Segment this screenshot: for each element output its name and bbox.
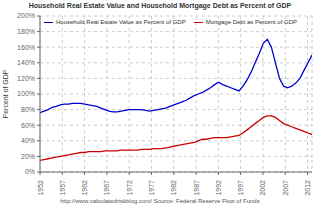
svg-text:180%: 180% bbox=[17, 28, 35, 35]
svg-text:1977: 1977 bbox=[148, 180, 155, 196]
html-text:Household Real Estate Value an: Household Real Estate Value and Househol… bbox=[28, 2, 292, 9]
svg-text:2007: 2007 bbox=[282, 180, 289, 196]
svg-text:1952: 1952 bbox=[37, 180, 44, 196]
svg-text:2012: 2012 bbox=[304, 180, 311, 196]
svg-text:1967: 1967 bbox=[103, 180, 110, 196]
svg-text:1992: 1992 bbox=[215, 180, 222, 196]
svg-text:1957: 1957 bbox=[59, 180, 66, 196]
svg-text:140%: 140% bbox=[17, 59, 35, 66]
svg-text:80%: 80% bbox=[21, 106, 35, 113]
svg-text:Percent of GDP: Percent of GDP bbox=[8, 69, 9, 118]
svg-text:200%: 200% bbox=[17, 12, 35, 19]
html-text:Household Real Estate Value as: Household Real Estate Value as Percent o… bbox=[56, 19, 186, 25]
svg-text:100%: 100% bbox=[17, 90, 35, 97]
svg-text:120%: 120% bbox=[17, 75, 35, 82]
html-text:http://www.calculatedriskblog.: http://www.calculatedriskblog.com/ Sourc… bbox=[60, 198, 260, 204]
svg-text:1962: 1962 bbox=[81, 180, 88, 196]
svg-text:160%: 160% bbox=[17, 44, 35, 51]
html-text:Mortgage Debt as Percent of GD: Mortgage Debt as Percent of GDP bbox=[205, 19, 297, 25]
svg-text:1972: 1972 bbox=[126, 180, 133, 196]
svg-text:20%: 20% bbox=[21, 153, 35, 160]
svg-text:2002: 2002 bbox=[259, 180, 266, 196]
svg-text:1987: 1987 bbox=[193, 180, 200, 196]
svg-text:0%: 0% bbox=[25, 168, 35, 175]
svg-text:1997: 1997 bbox=[237, 180, 244, 196]
svg-text:40%: 40% bbox=[21, 137, 35, 144]
svg-text:60%: 60% bbox=[21, 122, 35, 129]
svg-text:1982: 1982 bbox=[170, 180, 177, 196]
